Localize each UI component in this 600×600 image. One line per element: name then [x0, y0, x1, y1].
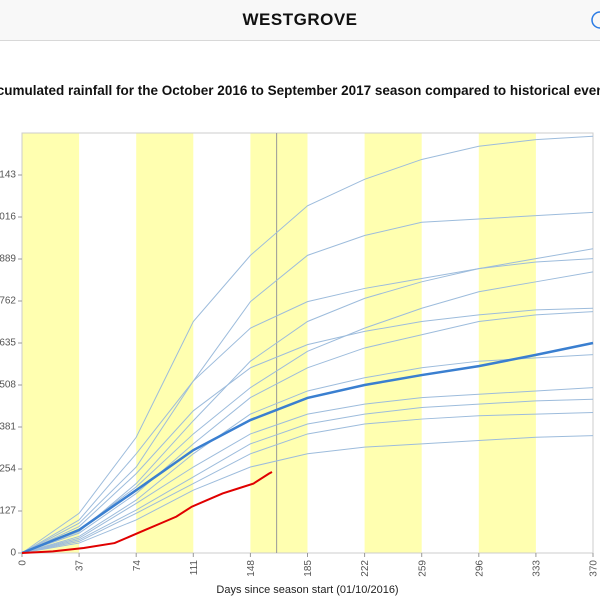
- historical-line: [21, 411, 594, 554]
- y-tick-label: 254: [0, 464, 16, 475]
- header-icon: [591, 11, 600, 29]
- historical-line: [21, 435, 594, 554]
- historical-line: [21, 248, 594, 554]
- historical-line: [21, 354, 594, 554]
- x-tick-label: 74: [132, 560, 143, 572]
- y-tick-label: 508: [0, 380, 16, 391]
- historical-line: [21, 258, 594, 554]
- y-tick-label: 889: [0, 254, 16, 265]
- historical-line: [21, 271, 594, 554]
- y-tick-label: 127: [0, 506, 16, 517]
- chart-title: Accumulated rainfall for the October 201…: [0, 83, 600, 98]
- month-band: [478, 133, 536, 553]
- x-tick-label: 111: [189, 560, 200, 576]
- historical-line: [21, 387, 594, 554]
- x-tick-label: 185: [303, 560, 314, 577]
- average-line: [21, 341, 594, 555]
- x-tick-label: 0: [18, 560, 29, 566]
- x-tick-label: 333: [532, 560, 543, 577]
- month-band: [22, 133, 80, 553]
- y-tick-label: 762: [0, 296, 16, 307]
- x-tick-label: 37: [75, 560, 86, 572]
- historical-line: [21, 211, 594, 554]
- month-band: [250, 133, 308, 553]
- x-tick-label: 148: [246, 560, 257, 577]
- y-tick-label: 635: [0, 338, 16, 349]
- y-tick-label: 381: [0, 422, 16, 433]
- x-tick-label: 296: [474, 560, 485, 577]
- month-band: [136, 133, 194, 553]
- historical-line: [21, 307, 594, 554]
- x-axis-label: Days since season start (01/10/2016): [216, 584, 398, 596]
- month-band: [364, 133, 422, 553]
- historical-line: [21, 311, 594, 554]
- x-tick-label: 370: [589, 560, 600, 577]
- y-tick-label: 1016: [0, 212, 16, 223]
- y-tick-label: 0: [10, 548, 16, 559]
- x-tick-label: 222: [360, 560, 371, 577]
- current-season-line: [21, 471, 273, 554]
- y-tick-label: 1143: [0, 170, 16, 181]
- header-bar: WESTGROVE: [0, 0, 600, 41]
- historical-line: [21, 398, 594, 554]
- x-tick-label: 259: [417, 560, 428, 577]
- header-title: WESTGROVE: [242, 10, 358, 29]
- historical-line: [21, 135, 594, 554]
